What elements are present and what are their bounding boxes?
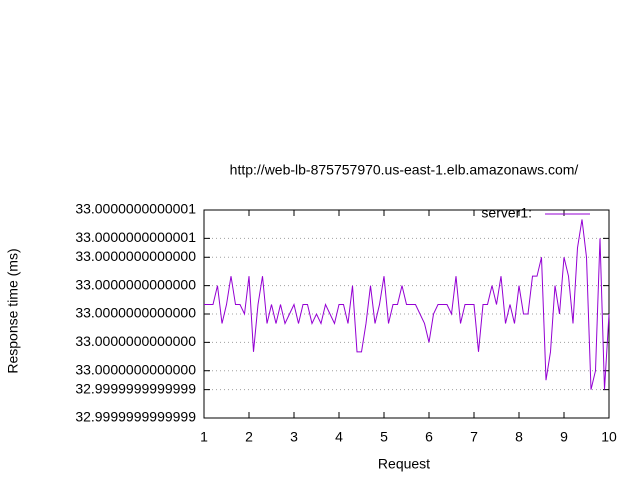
x-tick-label: 3 (290, 429, 298, 445)
x-tick-label: 8 (515, 429, 523, 445)
y-tick-label: 32.9999999999999 (75, 409, 196, 425)
x-tick-label: 5 (380, 429, 388, 445)
y-axis-label: Response time (ms) (5, 248, 21, 373)
x-axis-label: Request (378, 456, 430, 472)
y-tick-label: 33.0000000000000 (75, 361, 196, 377)
y-tick-label: 33.0000000000001 (75, 201, 196, 217)
y-tick-label: 33.0000000000000 (75, 333, 196, 349)
x-tick-label: 10 (601, 429, 617, 445)
x-tick-label: 4 (335, 429, 343, 445)
x-tick-label: 9 (560, 429, 568, 445)
y-tick-label: 33.0000000000001 (75, 229, 196, 245)
x-tick-label: 1 (200, 429, 208, 445)
y-tick-label: 33.0000000000000 (75, 305, 196, 321)
y-tick-label: 33.0000000000000 (75, 248, 196, 264)
x-tick-label: 7 (470, 429, 478, 445)
y-tick-label: 33.0000000000000 (75, 276, 196, 292)
y-tick-label: 32.9999999999999 (75, 380, 196, 396)
data-line (204, 219, 610, 390)
chart-title: http://web-lb-875757970.us-east-1.elb.am… (230, 162, 579, 178)
x-tick-label: 2 (245, 429, 253, 445)
legend-label: server1: (481, 205, 532, 221)
x-tick-label: 6 (425, 429, 433, 445)
